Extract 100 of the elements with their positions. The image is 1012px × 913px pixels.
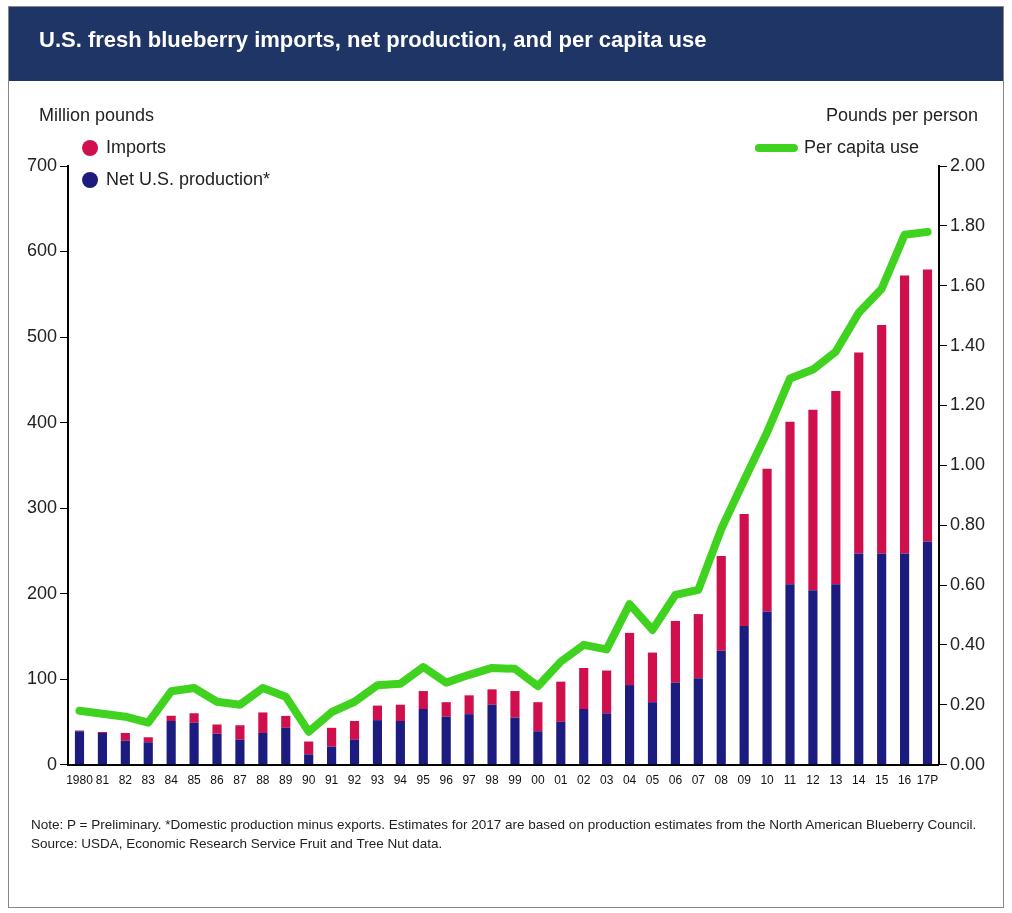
bar [327, 727, 337, 747]
x-tick-label: 95 [416, 773, 431, 788]
bar [762, 611, 772, 765]
bar [900, 275, 910, 554]
x-tick-label: 90 [302, 773, 316, 788]
y-tick-label: 600 [26, 240, 58, 261]
x-tick-label: 1980 [66, 773, 94, 788]
bar [464, 714, 474, 765]
bar [624, 632, 635, 686]
bar [97, 732, 107, 765]
x-tick-label: 10 [760, 773, 775, 788]
bar [235, 739, 245, 765]
bar [785, 421, 795, 585]
y2-tick-label: 0.60 [949, 573, 986, 594]
bar [510, 717, 520, 765]
y2-tick-label: 1.00 [949, 454, 986, 475]
bar [372, 705, 383, 721]
bar [808, 590, 818, 765]
bar [418, 709, 428, 765]
bar [739, 514, 749, 627]
y2-tick-label: 0.00 [949, 753, 986, 774]
bar [533, 731, 543, 765]
y-tick-label: 400 [26, 411, 58, 432]
bar [418, 691, 428, 710]
x-tick-label: 14 [852, 773, 866, 788]
bar [510, 691, 520, 718]
bar [189, 713, 199, 723]
y2-axis-title: Pounds per person [825, 105, 978, 125]
bar [602, 713, 612, 765]
bar [670, 620, 680, 683]
x-tick-label: 02 [577, 773, 591, 788]
x-tick-label: 01 [554, 773, 568, 788]
x-tick-label: 07 [691, 773, 706, 788]
bar [349, 720, 360, 740]
bar [922, 541, 933, 765]
bar [143, 737, 153, 743]
bar [716, 650, 726, 765]
bar [143, 742, 153, 765]
bar [304, 741, 314, 755]
legend-label: Net U.S. production* [106, 168, 271, 189]
x-tick-label: 97 [462, 773, 477, 788]
x-tick-label: 12 [806, 773, 820, 788]
y2-tick-label: 0.20 [949, 693, 986, 714]
x-tick-label: 91 [324, 773, 339, 788]
bar [395, 720, 405, 765]
bar [327, 746, 337, 765]
bar [212, 724, 222, 734]
bar [602, 670, 612, 714]
x-tick-label: 17P [916, 773, 939, 788]
x-tick-label: 99 [508, 773, 522, 788]
x-tick-label: 83 [141, 773, 156, 788]
bar [372, 720, 383, 765]
bar [487, 704, 497, 765]
bar [922, 269, 933, 542]
bar [854, 553, 864, 765]
bar [739, 626, 749, 765]
x-tick-label: 11 [783, 773, 797, 788]
bar [395, 704, 405, 721]
bar [212, 733, 222, 765]
x-tick-label: 96 [439, 773, 454, 788]
bar [464, 695, 474, 715]
bar [281, 715, 291, 728]
bar [831, 584, 841, 765]
y-tick-label: 300 [26, 497, 58, 518]
x-tick-label: 06 [668, 773, 683, 788]
x-tick-label: 81 [95, 773, 110, 788]
bar [670, 682, 680, 765]
bar [647, 652, 658, 703]
x-tick-label: 87 [233, 773, 247, 788]
x-tick-label: 89 [279, 773, 293, 788]
bar [877, 325, 887, 554]
legend-label: Per capita use [803, 136, 919, 157]
text: Note: P = Preliminary. *Domestic production minus exports. Estimates for 2017 are based on production estimates from the North American Blueberry Council. [31, 816, 978, 834]
x-tick-label: 05 [645, 773, 660, 788]
bar [647, 702, 658, 765]
x-tick-label: 08 [714, 773, 729, 788]
y2-tick-label: 1.20 [949, 394, 986, 415]
bar [693, 614, 703, 679]
bar [579, 709, 589, 765]
bar [624, 685, 635, 765]
y-tick-label: 200 [26, 582, 58, 603]
bar [304, 754, 314, 765]
bar [762, 468, 772, 612]
bar [166, 715, 176, 721]
y2-tick-label: 2.00 [949, 154, 986, 175]
y-tick-label: 500 [26, 326, 58, 346]
bar [74, 731, 85, 765]
bar [258, 732, 268, 765]
bar [166, 720, 176, 765]
x-tick-label: 15 [874, 773, 889, 788]
bar [716, 555, 726, 651]
bar [441, 716, 451, 765]
x-tick-label: 82 [118, 773, 133, 788]
bar [854, 352, 864, 554]
bar [441, 702, 451, 717]
bar [235, 725, 245, 740]
bar [900, 553, 910, 765]
y-tick-label: 0 [47, 753, 58, 774]
bar [556, 681, 566, 722]
chart-title: U.S. fresh blueberry imports, net production, and per capita use [9, 7, 1003, 81]
